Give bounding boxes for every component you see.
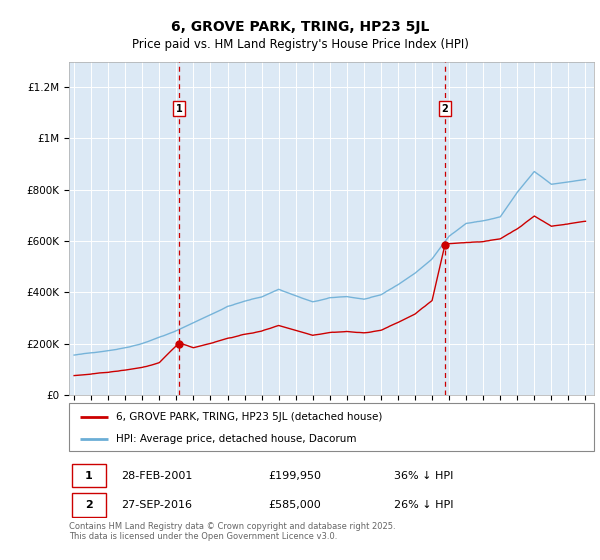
Text: 27-SEP-2016: 27-SEP-2016 [121,500,193,510]
Text: 1: 1 [176,104,182,114]
Text: HPI: Average price, detached house, Dacorum: HPI: Average price, detached house, Daco… [116,434,357,444]
Text: Price paid vs. HM Land Registry's House Price Index (HPI): Price paid vs. HM Land Registry's House … [131,38,469,51]
Text: 6, GROVE PARK, TRING, HP23 5JL (detached house): 6, GROVE PARK, TRING, HP23 5JL (detached… [116,412,383,422]
Text: £585,000: £585,000 [269,500,321,510]
Text: 26% ↓ HPI: 26% ↓ HPI [395,500,454,510]
FancyBboxPatch shape [71,493,106,517]
Text: 2: 2 [442,104,448,114]
Text: 6, GROVE PARK, TRING, HP23 5JL: 6, GROVE PARK, TRING, HP23 5JL [171,20,429,34]
Text: 2: 2 [85,500,93,510]
Text: 1: 1 [85,470,93,480]
Text: Contains HM Land Registry data © Crown copyright and database right 2025.
This d: Contains HM Land Registry data © Crown c… [69,522,395,542]
Text: 36% ↓ HPI: 36% ↓ HPI [395,470,454,480]
Bar [179,62,445,395]
FancyBboxPatch shape [71,464,106,487]
Text: 28-FEB-2001: 28-FEB-2001 [121,470,193,480]
Text: £199,950: £199,950 [269,470,322,480]
